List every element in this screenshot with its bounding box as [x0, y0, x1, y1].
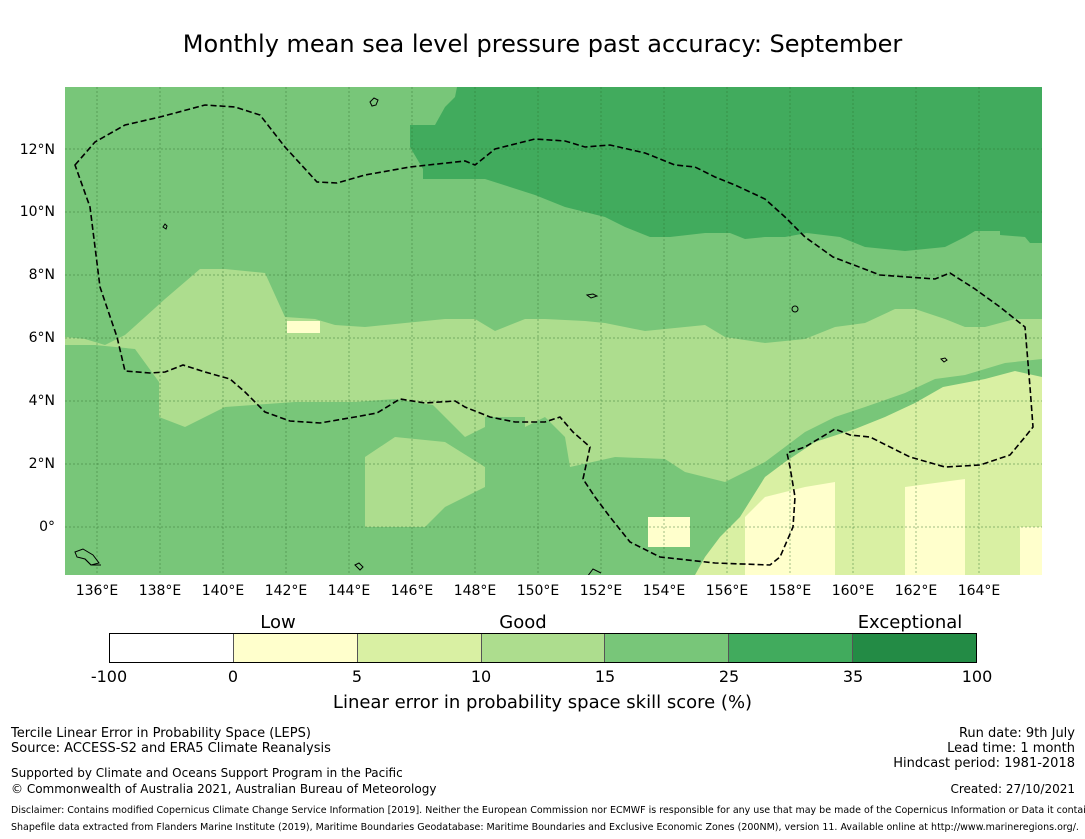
islands — [74, 97, 948, 575]
colorbar-label: Linear error in probability space skill … — [332, 692, 753, 713]
lon-tick: 160°E — [831, 583, 875, 599]
lon-tick: 148°E — [453, 583, 497, 599]
copyright-text: © Commonwealth of Australia 2021, Austra… — [11, 782, 437, 796]
graticule — [65, 87, 1042, 575]
colorbar-tick: 25 — [718, 667, 740, 686]
lon-tick: 146°E — [390, 583, 434, 599]
colorbar-tick: 100 — [961, 667, 993, 686]
zone-low-3 — [1020, 527, 1042, 575]
lon-tick: 162°E — [894, 583, 938, 599]
lon-tick: 136°E — [75, 583, 119, 599]
colorbar-segment — [481, 634, 606, 662]
zone-good-mid-2 — [365, 437, 485, 527]
lat-tick: 4°N — [28, 393, 55, 409]
colorbar-tick: 15 — [594, 667, 616, 686]
lon-tick: 158°E — [768, 583, 812, 599]
colorbar-category-good: Good — [499, 612, 547, 633]
lat-tick: 12°N — [19, 142, 55, 158]
run-date: Run date: 9th July — [958, 726, 1075, 741]
zone-low-1 — [745, 482, 835, 575]
colorbar-tick: -100 — [90, 667, 128, 686]
zone-low-5 — [287, 321, 320, 333]
lat-tick: 0° — [39, 519, 55, 535]
lon-tick: 154°E — [642, 583, 686, 599]
colorbar-segment — [110, 634, 234, 662]
support-text: Supported by Climate and Oceans Support … — [11, 766, 403, 780]
method-text: Tercile Linear Error in Probability Spac… — [11, 726, 311, 741]
colorbar-tick: 35 — [842, 667, 864, 686]
lon-tick: 156°E — [705, 583, 749, 599]
colorbar-segment — [853, 634, 977, 662]
colorbar-tick: 5 — [351, 667, 363, 686]
created-date: Created: 27/10/2021 — [950, 782, 1075, 796]
zone-low-2 — [905, 479, 965, 575]
lon-tick: 144°E — [327, 583, 371, 599]
hindcast-period: Hindcast period: 1981-2018 — [893, 756, 1075, 771]
colorbar-segment — [729, 634, 854, 662]
skill-map — [65, 87, 1042, 575]
lat-tick: 8°N — [28, 267, 55, 283]
lon-tick: 164°E — [957, 583, 1001, 599]
colorbar-tick: 0 — [227, 667, 239, 686]
colorbar-category-exceptional: Exceptional — [857, 612, 963, 633]
disclaimer-text: Disclaimer: Contains modified Copernicus… — [11, 805, 1085, 816]
colorbar — [109, 633, 977, 663]
lon-tick: 152°E — [579, 583, 623, 599]
colorbar-category-low: Low — [260, 612, 296, 633]
lon-tick: 150°E — [516, 583, 560, 599]
lead-time: Lead time: 1 month — [947, 741, 1075, 756]
source-text: Source: ACCESS-S2 and ERA5 Climate Reana… — [11, 741, 331, 756]
lon-tick: 140°E — [201, 583, 245, 599]
colorbar-tick: 10 — [470, 667, 492, 686]
colorbar-segment — [357, 634, 482, 662]
lat-tick: 2°N — [28, 456, 55, 472]
colorbar-segment — [233, 634, 358, 662]
zone-very-good — [410, 87, 1042, 251]
zone-good-high-patch — [485, 417, 525, 432]
lon-tick: 138°E — [138, 583, 182, 599]
lat-tick: 6°N — [28, 330, 55, 346]
eez-boundary — [74, 104, 1034, 566]
colorbar-segment — [605, 634, 730, 662]
lon-tick: 142°E — [264, 583, 308, 599]
zone-low-4 — [648, 517, 690, 547]
shapefile-text: Shapefile data extracted from Flanders M… — [11, 822, 1079, 833]
lat-tick: 10°N — [19, 204, 55, 220]
map-title: Monthly mean sea level pressure past acc… — [182, 30, 903, 58]
